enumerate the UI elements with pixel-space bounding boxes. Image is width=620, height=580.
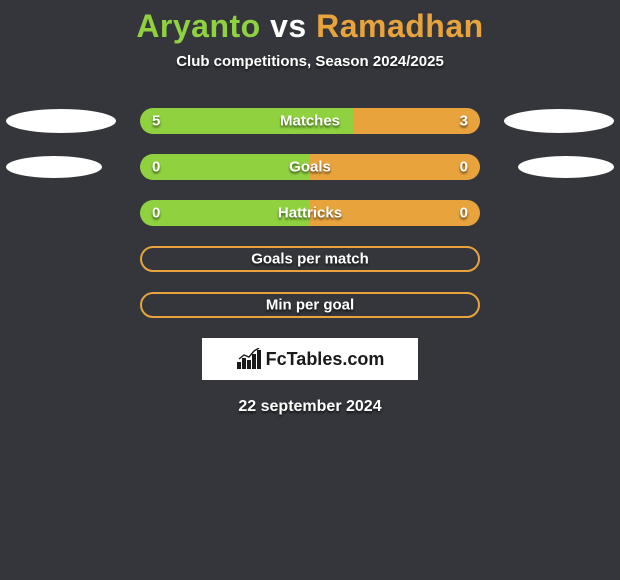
subtitle: Club competitions, Season 2024/2025	[0, 53, 620, 70]
stat-bar: Min per goal	[140, 292, 480, 318]
stat-row: Min per goal	[0, 292, 620, 318]
stat-label: Hattricks	[140, 205, 480, 222]
stat-label: Goals	[140, 159, 480, 176]
stat-value-left: 5	[152, 113, 160, 130]
stat-label: Matches	[140, 113, 480, 130]
stat-rows: Matches53Goals00Hattricks00Goals per mat…	[0, 108, 620, 318]
stat-row: Goals per match	[0, 246, 620, 272]
stat-value-left: 0	[152, 159, 160, 176]
stat-value-right: 0	[460, 159, 468, 176]
logo-text: FcTables.com	[266, 349, 385, 370]
right-ellipse	[518, 156, 614, 178]
stat-row: Matches5 3	[0, 108, 620, 134]
fctables-chart-icon	[236, 348, 262, 370]
stat-row: Goals0 0	[0, 154, 620, 180]
date-line: 22 september 2024	[0, 398, 620, 416]
player1-name: Aryanto	[136, 8, 260, 44]
left-ellipse	[6, 156, 102, 178]
stat-value-right: 0	[460, 205, 468, 222]
stat-value-left: 0	[152, 205, 160, 222]
logo-box: FcTables.com	[202, 338, 418, 380]
stat-row: Hattricks0 0	[0, 200, 620, 226]
stat-bar: Hattricks0 0	[140, 200, 480, 226]
stat-bar: Goals0 0	[140, 154, 480, 180]
stat-value-right: 3	[460, 113, 468, 130]
stat-bar: Matches5 3	[140, 108, 480, 134]
player2-name: Ramadhan	[316, 8, 484, 44]
stat-bar: Goals per match	[140, 246, 480, 272]
left-ellipse	[6, 109, 116, 133]
stat-label: Goals per match	[142, 251, 478, 268]
page-title: Aryanto vs Ramadhan	[0, 8, 620, 45]
vs-text: vs	[270, 8, 307, 44]
stat-label: Min per goal	[142, 297, 478, 314]
comparison-infographic: Aryanto vs Ramadhan Club competitions, S…	[0, 0, 620, 416]
right-ellipse	[504, 109, 614, 133]
